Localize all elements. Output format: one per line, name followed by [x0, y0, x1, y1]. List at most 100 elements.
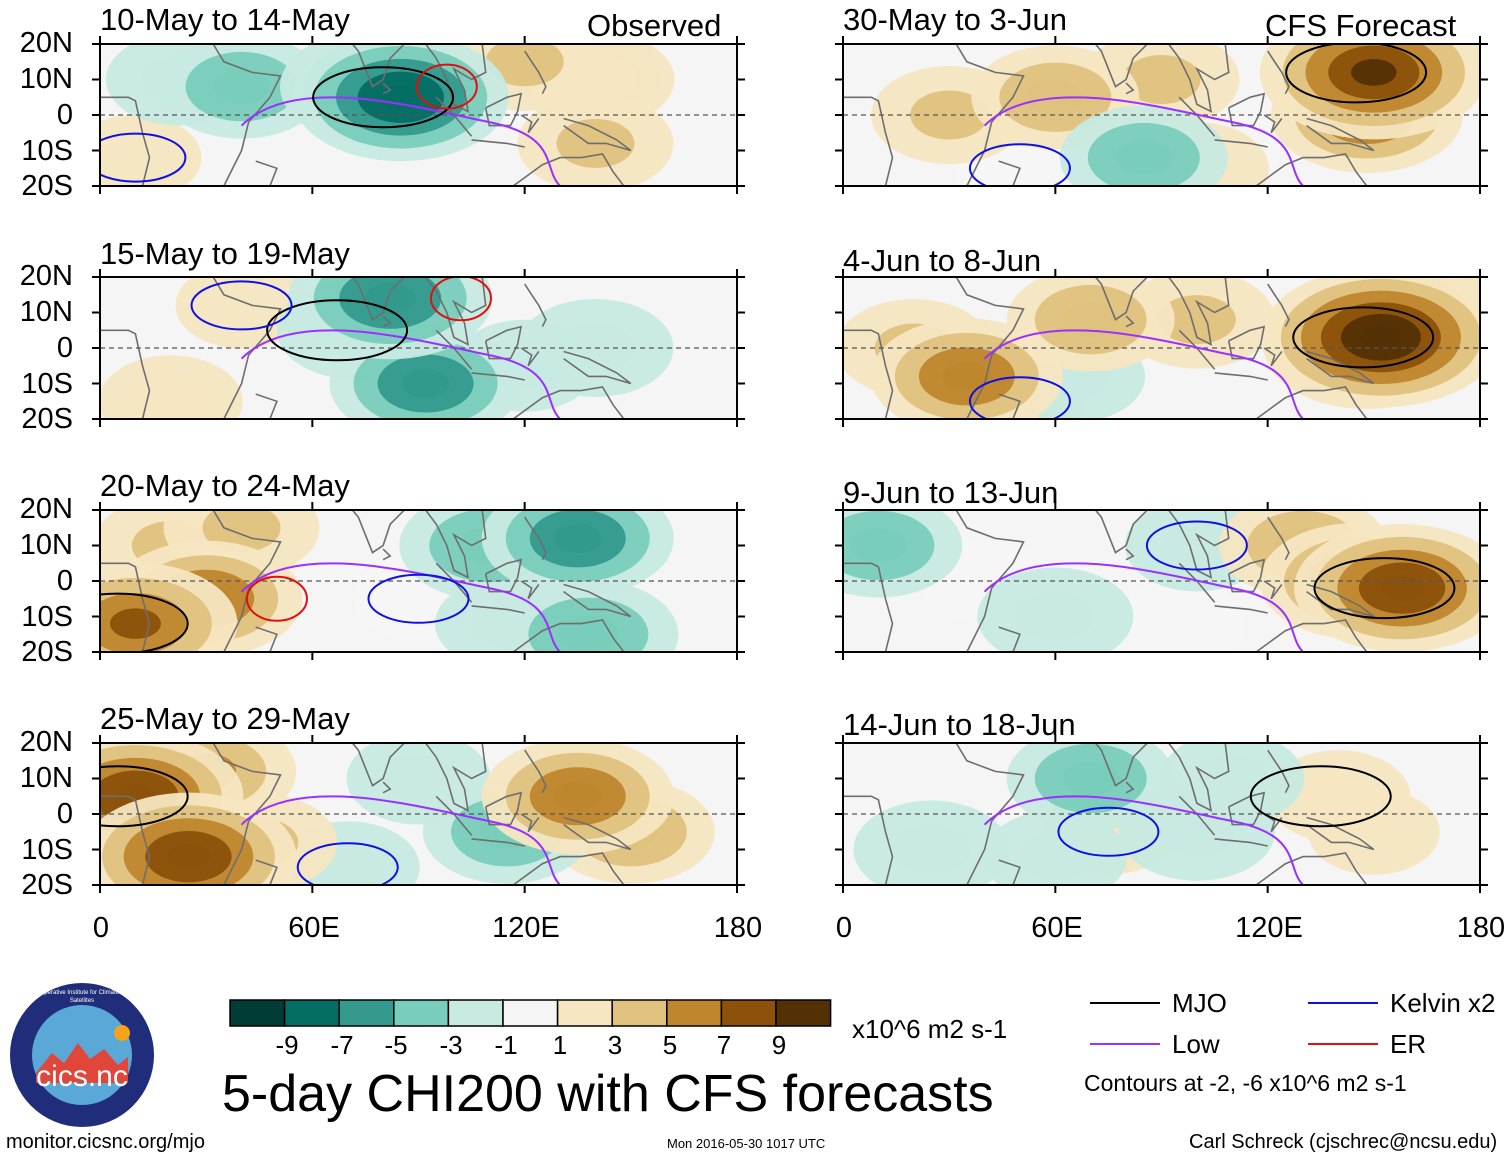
low-contour [240, 329, 561, 419]
coastline [1267, 283, 1290, 328]
low-contour [983, 795, 1304, 885]
anomaly-shading [1351, 59, 1397, 86]
er-contour [415, 63, 478, 110]
y-tick-label: 20S [21, 636, 73, 668]
logo-art [12, 985, 152, 1125]
coastline [212, 743, 282, 885]
anomaly-shading [485, 44, 564, 87]
low-contour [983, 96, 1304, 186]
observed-label: Observed [587, 8, 722, 43]
mjo-contour [1292, 306, 1435, 369]
panel-title: 30-May to 3-Jun [843, 2, 1067, 37]
anomaly-shading [553, 781, 602, 811]
low-contour [983, 562, 1304, 652]
colorbar-tick-label: 7 [716, 1030, 732, 1060]
anomaly-shading [553, 523, 602, 553]
coastline [1214, 838, 1268, 847]
coastline [1044, 277, 1149, 321]
coastline [1227, 558, 1266, 593]
anomaly-shading [134, 378, 207, 419]
chart-title: 5-day CHI200 with CFS forecasts [222, 1065, 994, 1123]
coastline [843, 562, 894, 652]
coastline [100, 96, 151, 186]
coastline [255, 393, 278, 419]
colorbar-units: x10^6 m2 s-1 [852, 1014, 1008, 1044]
coastline [1125, 315, 1135, 328]
mjo-contour [1313, 557, 1456, 620]
coastline [998, 626, 1021, 652]
y-tick-label: 10N [19, 296, 73, 328]
colorbar-tick-label: -9 [275, 1030, 299, 1060]
coastline [1167, 277, 1230, 346]
coastline [484, 92, 523, 127]
kelvin-contour [968, 376, 1071, 419]
anomaly-shading [1062, 302, 1119, 337]
anomaly-shading [175, 277, 308, 349]
colorbar-swatch [229, 999, 286, 1027]
anomaly-shading [1122, 55, 1201, 104]
anomaly-shading [910, 90, 989, 140]
er-contour [429, 277, 492, 322]
kelvin-contour [100, 132, 187, 183]
cfs-forecast-label: CFS Forecast [1265, 8, 1457, 43]
map-panel [92, 735, 745, 893]
y-tick-label: 10N [19, 762, 73, 794]
coastline [471, 372, 525, 381]
y-tick-label: 20N [19, 260, 73, 292]
coastline [255, 160, 278, 186]
colorbar-swatch [720, 999, 777, 1027]
y-tick-label: 10S [21, 601, 73, 633]
coastline [255, 626, 278, 652]
panel-fill-layer [100, 44, 737, 186]
coastline [1263, 347, 1283, 367]
coastline [424, 510, 487, 579]
coastline [212, 277, 282, 419]
y-tick-label: 0 [56, 332, 73, 364]
coastline [212, 44, 282, 186]
coastline [100, 795, 151, 885]
kelvin-contour [1057, 806, 1160, 857]
coastline [1167, 510, 1230, 579]
coastline [563, 583, 632, 618]
y-tick-label: 0 [56, 99, 73, 131]
coastline [1254, 852, 1368, 885]
coastline [424, 743, 487, 812]
y-tick-label: 20S [21, 403, 73, 435]
coastline [484, 558, 523, 593]
x-tick-label: 120E [1235, 912, 1303, 944]
colorbar-swatch [556, 999, 613, 1027]
colorbar-swatch [611, 999, 668, 1027]
logo-ring-text: Cooperative Institute for Climate and Sa… [33, 990, 131, 1004]
coastline [100, 329, 151, 419]
footer-timestamp: Mon 2016-05-30 1017 UTC [667, 1136, 826, 1151]
x-tick-label: 0 [835, 912, 853, 944]
colorbar-swatch [666, 999, 723, 1027]
coastline [471, 605, 525, 614]
x-tick-label: 120E [492, 912, 560, 944]
colorbar-swatch [447, 999, 504, 1027]
colorbar-swatch [338, 999, 395, 1027]
colorbar-tick-label: -3 [439, 1030, 463, 1060]
coastline [1267, 516, 1290, 561]
low-contour [240, 562, 561, 652]
anomaly-shading [401, 369, 450, 398]
kelvin-contour [296, 842, 399, 885]
coastline [843, 96, 894, 186]
coastline [1214, 139, 1268, 148]
anomaly-shading [100, 114, 202, 186]
map-panel [835, 502, 1488, 660]
coastline [1306, 816, 1375, 851]
anomaly-shading [1302, 773, 1375, 820]
footer-credit: Carl Schreck (cjschrec@ncsu.edu) [1189, 1131, 1498, 1153]
colorbar-tick-label: -1 [494, 1030, 518, 1060]
y-tick-label: 20N [19, 27, 73, 59]
kelvin-contour [968, 143, 1071, 186]
anomaly-shading [1160, 522, 1233, 569]
anomaly-shading [1019, 833, 1092, 880]
coastline [1306, 583, 1375, 618]
colorbar-tick-label: -5 [384, 1030, 408, 1060]
anomaly-shading [1360, 325, 1401, 350]
coastline [471, 139, 525, 148]
coastline [1254, 153, 1368, 186]
x-tick-label: 60E [1031, 912, 1083, 944]
